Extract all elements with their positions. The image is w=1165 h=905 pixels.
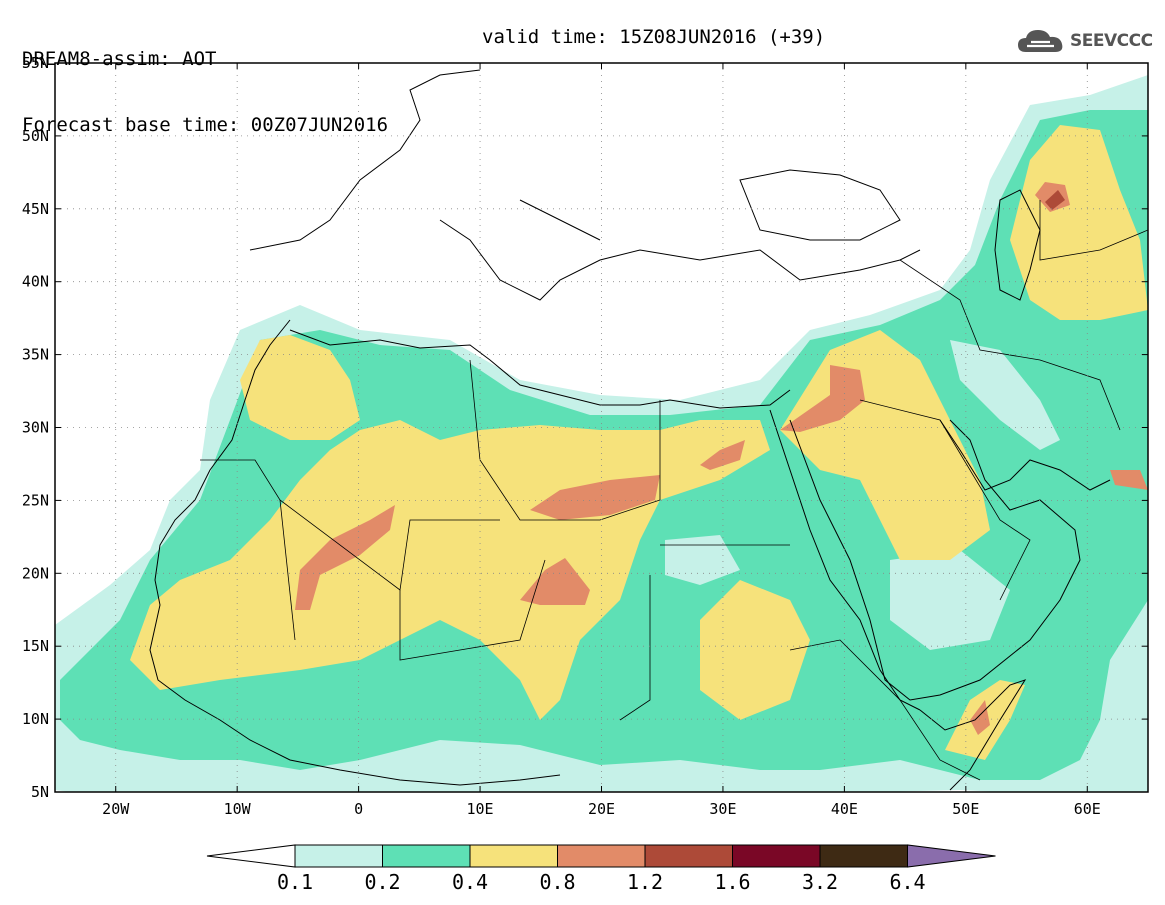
y-tick-label: 40N [22,273,49,291]
colorbar-over-arrow [907,844,996,868]
colorbar-segment [557,844,646,868]
border-kazakh [1039,200,1148,261]
colorbar-under-arrow [206,844,296,868]
coastline-west-africa [149,319,561,786]
aot-band-0.8-chad [520,558,590,605]
aot-band-0.8-egypt [700,440,745,470]
aot-band-0.8-somalia [970,700,990,735]
x-tick-label: 20W [102,800,130,818]
country-borders [200,200,1148,781]
aot-band-0.1-hole-2 [890,550,1010,650]
colorbar-segment [819,844,908,868]
border-algeria-mali [279,499,500,591]
colorbar-label: 0.4 [452,870,488,894]
x-tick-label: 50E [952,800,979,818]
border-libya [469,359,661,521]
y-tick-label: 5N [31,783,49,801]
colorbar-label: 1.6 [714,870,750,894]
colorbar-segment [732,844,821,868]
colorbar-label: 0.1 [277,870,313,894]
x-tick-label: 0 [354,800,363,818]
colorbar-label: 0.2 [364,870,400,894]
x-tick-label: 10E [467,800,494,818]
y-tick-label: 20N [22,564,49,582]
colorbar-segment [382,844,471,868]
coastline-europe [249,69,921,301]
y-tick-label: 50N [22,127,49,145]
colorbar: 0.1 0.2 0.4 0.8 1.2 1.6 3.2 6.4 [206,844,996,894]
aot-band-0.8-mali [295,505,395,610]
axis-ticks: 20W 10W 0 10E 20E 30E 40E 50E 60E 55N 50N 45N 40N 35N… [22,54,1148,818]
border-chad-sudan [619,575,651,721]
aot-band-0.1-hole [950,340,1060,450]
y-tick-label: 10N [22,710,49,728]
x-tick-label: 10W [224,800,252,818]
colorbar-label: 3.2 [802,870,838,894]
coastline-arabia [789,419,1081,701]
x-tick-label: 40E [831,800,858,818]
border-mauritania [200,459,296,641]
y-tick-label: 35N [22,346,49,364]
aot-band-0.1-hole-3 [665,535,740,585]
border-niger [399,559,546,661]
title-base-time: Forecast base time: 00Z07JUN2016 [22,114,389,136]
aot-band-0.8-libya [530,475,660,520]
coastline-caspian [994,189,1041,301]
y-tick-label: 30N [22,419,49,437]
map-title: DREAM8-assim: AOT Forecast base time: 00… [22,4,388,180]
aot-band-0.4-east-africa [700,580,810,720]
title-product: DREAM8-assim: AOT [22,48,217,70]
border-ethiopia [789,639,981,781]
coastline-red-sea [769,409,921,711]
x-tick-label: 20E [588,800,615,818]
aot-field [55,75,1148,792]
x-tick-label: 30E [709,800,736,818]
coastline-north-africa [289,329,791,409]
y-tick-label: 25N [22,491,49,509]
aot-band-0.8-iran [1110,470,1148,490]
seevccc-logo: SEEVCCC [1016,24,1156,58]
aot-band-0.4-caspian [1010,125,1148,320]
border-saudi [859,399,1031,601]
colorbar-segment [469,844,558,868]
aot-band-1.2-caspian [1045,190,1065,210]
cloud-icon [1018,30,1063,52]
y-tick-label: 45N [22,200,49,218]
y-tick-label: 55N [22,54,49,72]
coastline-black-sea [739,169,901,241]
colorbar-label: 6.4 [889,870,925,894]
colorbar-segment [294,844,383,868]
coastlines [149,69,1111,791]
coastline-gulf [939,419,1111,491]
colorbar-segment [644,844,733,868]
coastline-horn [919,679,1027,791]
colorbar-label: 1.2 [627,870,663,894]
x-tick-label: 60E [1074,800,1101,818]
logo-text: SEEVCCC [1070,31,1153,51]
aot-band-0.4-morocco [240,335,360,440]
y-tick-label: 15N [22,637,49,655]
aot-band-0.8-iraq [780,365,865,432]
colorbar-label: 0.8 [539,870,575,894]
title-valid-time: valid time: 15Z08JUN2016 (+39) [482,26,826,48]
